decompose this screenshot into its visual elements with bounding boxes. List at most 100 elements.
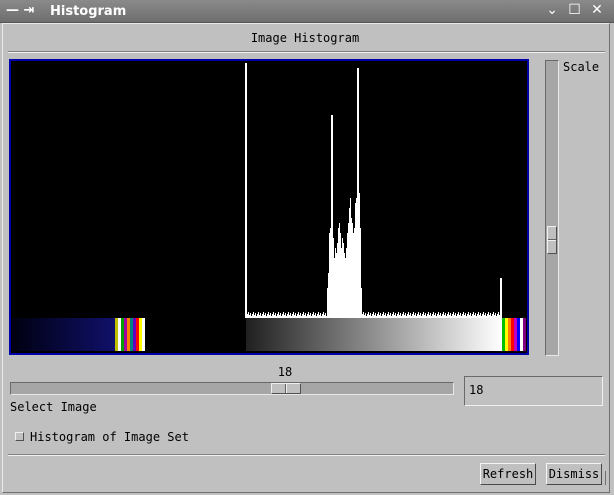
histogram-bar [445,313,446,318]
histogram-bar [407,314,408,318]
histogram-bar [456,316,457,318]
histogram-bar [475,313,476,318]
histogram-bar [310,313,311,318]
histogram-bar [460,313,461,318]
histogram-bar [326,316,327,318]
histogram-bar [431,316,432,318]
title-bar[interactable]: — ⇥ Histogram ⌄ ☐ ✕ [0,0,614,23]
histogram-bar [313,312,314,318]
histogram-bar [362,314,363,318]
resize-grip[interactable] [605,471,612,485]
histogram-bar [379,315,380,318]
histogram-bar [359,193,360,318]
histogram-bar [374,315,375,318]
histogram-bar [420,313,421,318]
histogram-bar [330,228,331,318]
histogram-bar [448,312,449,318]
histogram-bar [250,313,251,318]
histogram-plot [11,63,526,351]
histogram-bar [492,314,493,318]
histogram-bar [356,198,357,318]
histogram-bar [481,316,482,318]
histogram-bar [306,316,307,318]
histogram-bar [391,316,392,318]
scale-slider[interactable] [545,60,559,356]
histogram-bar [290,313,291,318]
histogram-bar [385,313,386,318]
histogram-bar [473,312,474,318]
histogram-bar [279,315,280,318]
histogram-bar [417,314,418,318]
histogram-bar [299,315,300,318]
histogram-bar [444,315,445,318]
histogram-bar [459,315,460,318]
histogram-bar [400,313,401,318]
histogram-bar [447,314,448,318]
colorbar-stripe [127,318,130,351]
histogram-bar [472,314,473,318]
histogram-bar [323,312,324,318]
histogram-bar [289,315,290,318]
histogram-bar [286,316,287,318]
histogram-bar [388,312,389,318]
histogram-bar [438,312,439,318]
histogram-bar [337,243,338,318]
histogram-canvas[interactable] [9,59,529,355]
histogram-bar [376,316,377,318]
histogram-bar [315,313,316,318]
window-menu-icon[interactable]: — ⇥ [6,3,35,18]
maximize-icon[interactable]: ☐ [568,2,581,18]
histogram-bar [263,312,264,318]
histogram-bar [384,315,385,318]
histogram-bar [329,233,330,318]
histogram-bar [285,313,286,318]
colorbar-stripe [136,318,139,351]
histogram-bar [303,312,304,318]
colorbar-stripe [508,318,511,351]
minimize-icon[interactable]: ⌄ [546,2,558,18]
histogram-bar [295,313,296,318]
histogram-bar [405,313,406,318]
histogram-bar [309,315,310,318]
histogram-bar [266,316,267,318]
histogram-bar [366,316,367,318]
histogram-bar [468,312,469,318]
histogram-bar [401,316,402,318]
histogram-bar [466,316,467,318]
histogram-bar [256,316,257,318]
image-number-input[interactable] [467,380,599,400]
colorbar-stripe [517,318,520,351]
histogram-bar [247,314,248,318]
histogram-bar [274,315,275,318]
histogram-bar [307,314,308,318]
close-icon[interactable]: ✕ [591,2,603,18]
histogram-bar [269,315,270,318]
dismiss-button[interactable]: Dismiss [546,463,602,485]
histogram-set-checkbox[interactable] [15,432,24,441]
window-frame [2,23,610,493]
image-number-field[interactable] [464,376,603,406]
colorbar-left [11,318,115,351]
divider [8,454,605,456]
histogram-bar [324,315,325,318]
histogram-bar [396,316,397,318]
histogram-bar [425,313,426,318]
histogram-bar [333,238,334,318]
histogram-bar [476,316,477,318]
histogram-bar [436,316,437,318]
refresh-button[interactable]: Refresh [480,463,536,485]
histogram-bar [305,313,306,318]
histogram-bar [483,312,484,318]
histogram-bar [344,253,345,318]
histogram-bar [487,314,488,318]
scale-slider-thumb[interactable] [547,226,557,254]
histogram-bar [259,315,260,318]
histogram-bar [277,314,278,318]
histogram-bar [390,313,391,318]
colorbar-stripe [142,318,145,351]
histogram-bar [322,314,323,318]
histogram-bar [399,315,400,318]
histogram-bar [486,316,487,318]
image-slider[interactable] [10,382,454,395]
image-slider-thumb[interactable] [271,383,301,394]
